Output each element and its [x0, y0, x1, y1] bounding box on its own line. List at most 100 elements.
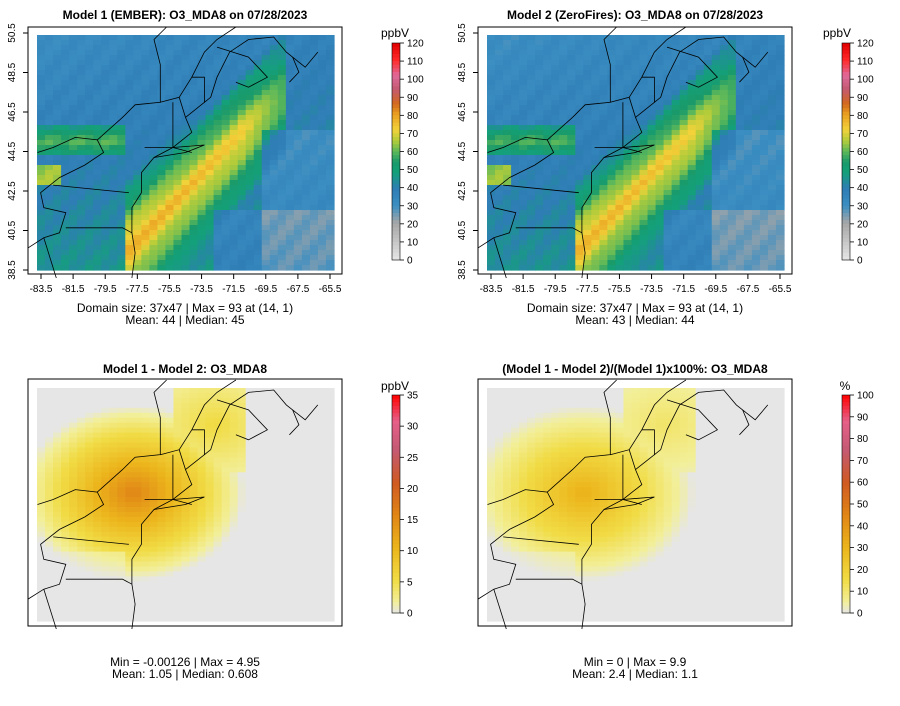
heatmap-cell [647, 230, 657, 236]
heatmap-cell [77, 402, 86, 409]
heatmap-cell [61, 442, 70, 449]
heatmap-cell [117, 447, 126, 454]
heatmap-cell [647, 85, 657, 91]
heatmap-cell [221, 447, 231, 454]
heatmap-cell [93, 125, 102, 131]
heatmap-cell [109, 260, 118, 266]
heatmap-cell [117, 442, 126, 449]
heatmap-cell [269, 140, 279, 146]
heatmap-cell [703, 255, 713, 261]
heatmap-cell [93, 397, 102, 404]
heatmap-cell [245, 536, 255, 543]
chart-title: Model 1 - Model 2: O3_MDA8 [102, 362, 268, 376]
heatmap-cell [261, 235, 271, 241]
heatmap-cell [261, 175, 271, 181]
heatmap-cell [245, 462, 255, 468]
heatmap-cell [615, 165, 625, 171]
heatmap-cell [61, 170, 70, 176]
heatmap-cell [61, 447, 70, 454]
heatmap-cell [197, 511, 207, 518]
heatmap-cell [69, 120, 78, 126]
heatmap-cell [599, 125, 609, 131]
heatmap-cell [487, 210, 496, 216]
heatmap-cell [69, 240, 78, 246]
heatmap-cell [277, 50, 287, 56]
heatmap-cell [37, 65, 46, 71]
heatmap-cell [253, 432, 263, 439]
heatmap-cell [599, 225, 609, 231]
heatmap-cell [615, 195, 625, 201]
heatmap-cell [37, 467, 46, 473]
heatmap-cell [309, 150, 319, 156]
heatmap-cell [85, 105, 94, 111]
heatmap-cell [301, 175, 311, 181]
heatmap-cell [37, 155, 46, 161]
heatmap-cell [149, 457, 159, 463]
heatmap-cell [503, 140, 512, 146]
colorbar-segment [392, 61, 400, 66]
heatmap-cell [623, 175, 633, 181]
heatmap-cell [253, 546, 263, 553]
heatmap-cell [197, 536, 207, 543]
heatmap-cell [735, 220, 745, 226]
heatmap-cell [599, 200, 609, 206]
heatmap-cell [655, 220, 665, 226]
heatmap-cell [639, 160, 649, 166]
heatmap-cell [189, 472, 199, 478]
heatmap-cell [309, 412, 319, 419]
heatmap-cell [511, 265, 520, 271]
heatmap-cell [775, 60, 785, 66]
heatmap-cell [775, 215, 785, 221]
heatmap-cell [277, 447, 287, 454]
heatmap-cell [775, 150, 785, 156]
heatmap-cell [671, 225, 681, 231]
heatmap-cell [77, 130, 86, 136]
heatmap-cell [671, 240, 681, 246]
heatmap-cell [165, 467, 175, 473]
stats-line-1: Domain size: 37x47 | Max = 93 at (14, 1) [76, 301, 294, 315]
heatmap-cell [775, 155, 785, 161]
heatmap-cell [317, 190, 327, 196]
map-frame [27, 26, 343, 275]
heatmap-cell [117, 402, 126, 409]
heatmap-cell [309, 245, 319, 251]
heatmap-cell [165, 432, 175, 439]
heatmap-cell [751, 210, 761, 216]
heatmap-cell [45, 135, 54, 141]
heatmap-cell [309, 65, 319, 71]
colorbar-segment [392, 137, 400, 142]
heatmap-cell [277, 388, 287, 394]
heatmap-cell [285, 220, 295, 226]
heatmap-cell [615, 110, 625, 116]
heatmap-cell [735, 70, 745, 76]
heatmap-cell [253, 40, 263, 46]
heatmap-cell [285, 521, 295, 528]
heatmap-cell [503, 150, 512, 156]
heatmap-cell [189, 516, 199, 523]
heatmap-cell [141, 65, 150, 71]
heatmap-cell [671, 80, 681, 86]
heatmap-cell [719, 115, 729, 121]
heatmap-cell [61, 50, 70, 56]
heatmap-cell [511, 120, 520, 126]
heatmap-cell [149, 85, 159, 91]
heatmap-cell [93, 536, 102, 543]
heatmap-cell [109, 407, 118, 414]
heatmap-cell [69, 175, 78, 181]
heatmap-cell [759, 260, 769, 266]
heatmap-cell [197, 150, 207, 156]
heatmap-cell [519, 245, 528, 251]
heatmap-cell [165, 477, 175, 483]
heatmap-cell [173, 120, 183, 126]
heatmap-cell [157, 250, 167, 256]
heatmap-cell [109, 70, 118, 76]
heatmap-cell [687, 125, 697, 131]
colorbar-segment [392, 104, 400, 109]
heatmap-cell [213, 165, 223, 171]
heatmap-cell [647, 220, 657, 226]
heatmap-cell [141, 477, 150, 483]
heatmap-cell [309, 388, 319, 394]
heatmap-cell [759, 95, 769, 101]
heatmap-cell [519, 155, 528, 161]
heatmap-cell [133, 205, 142, 211]
